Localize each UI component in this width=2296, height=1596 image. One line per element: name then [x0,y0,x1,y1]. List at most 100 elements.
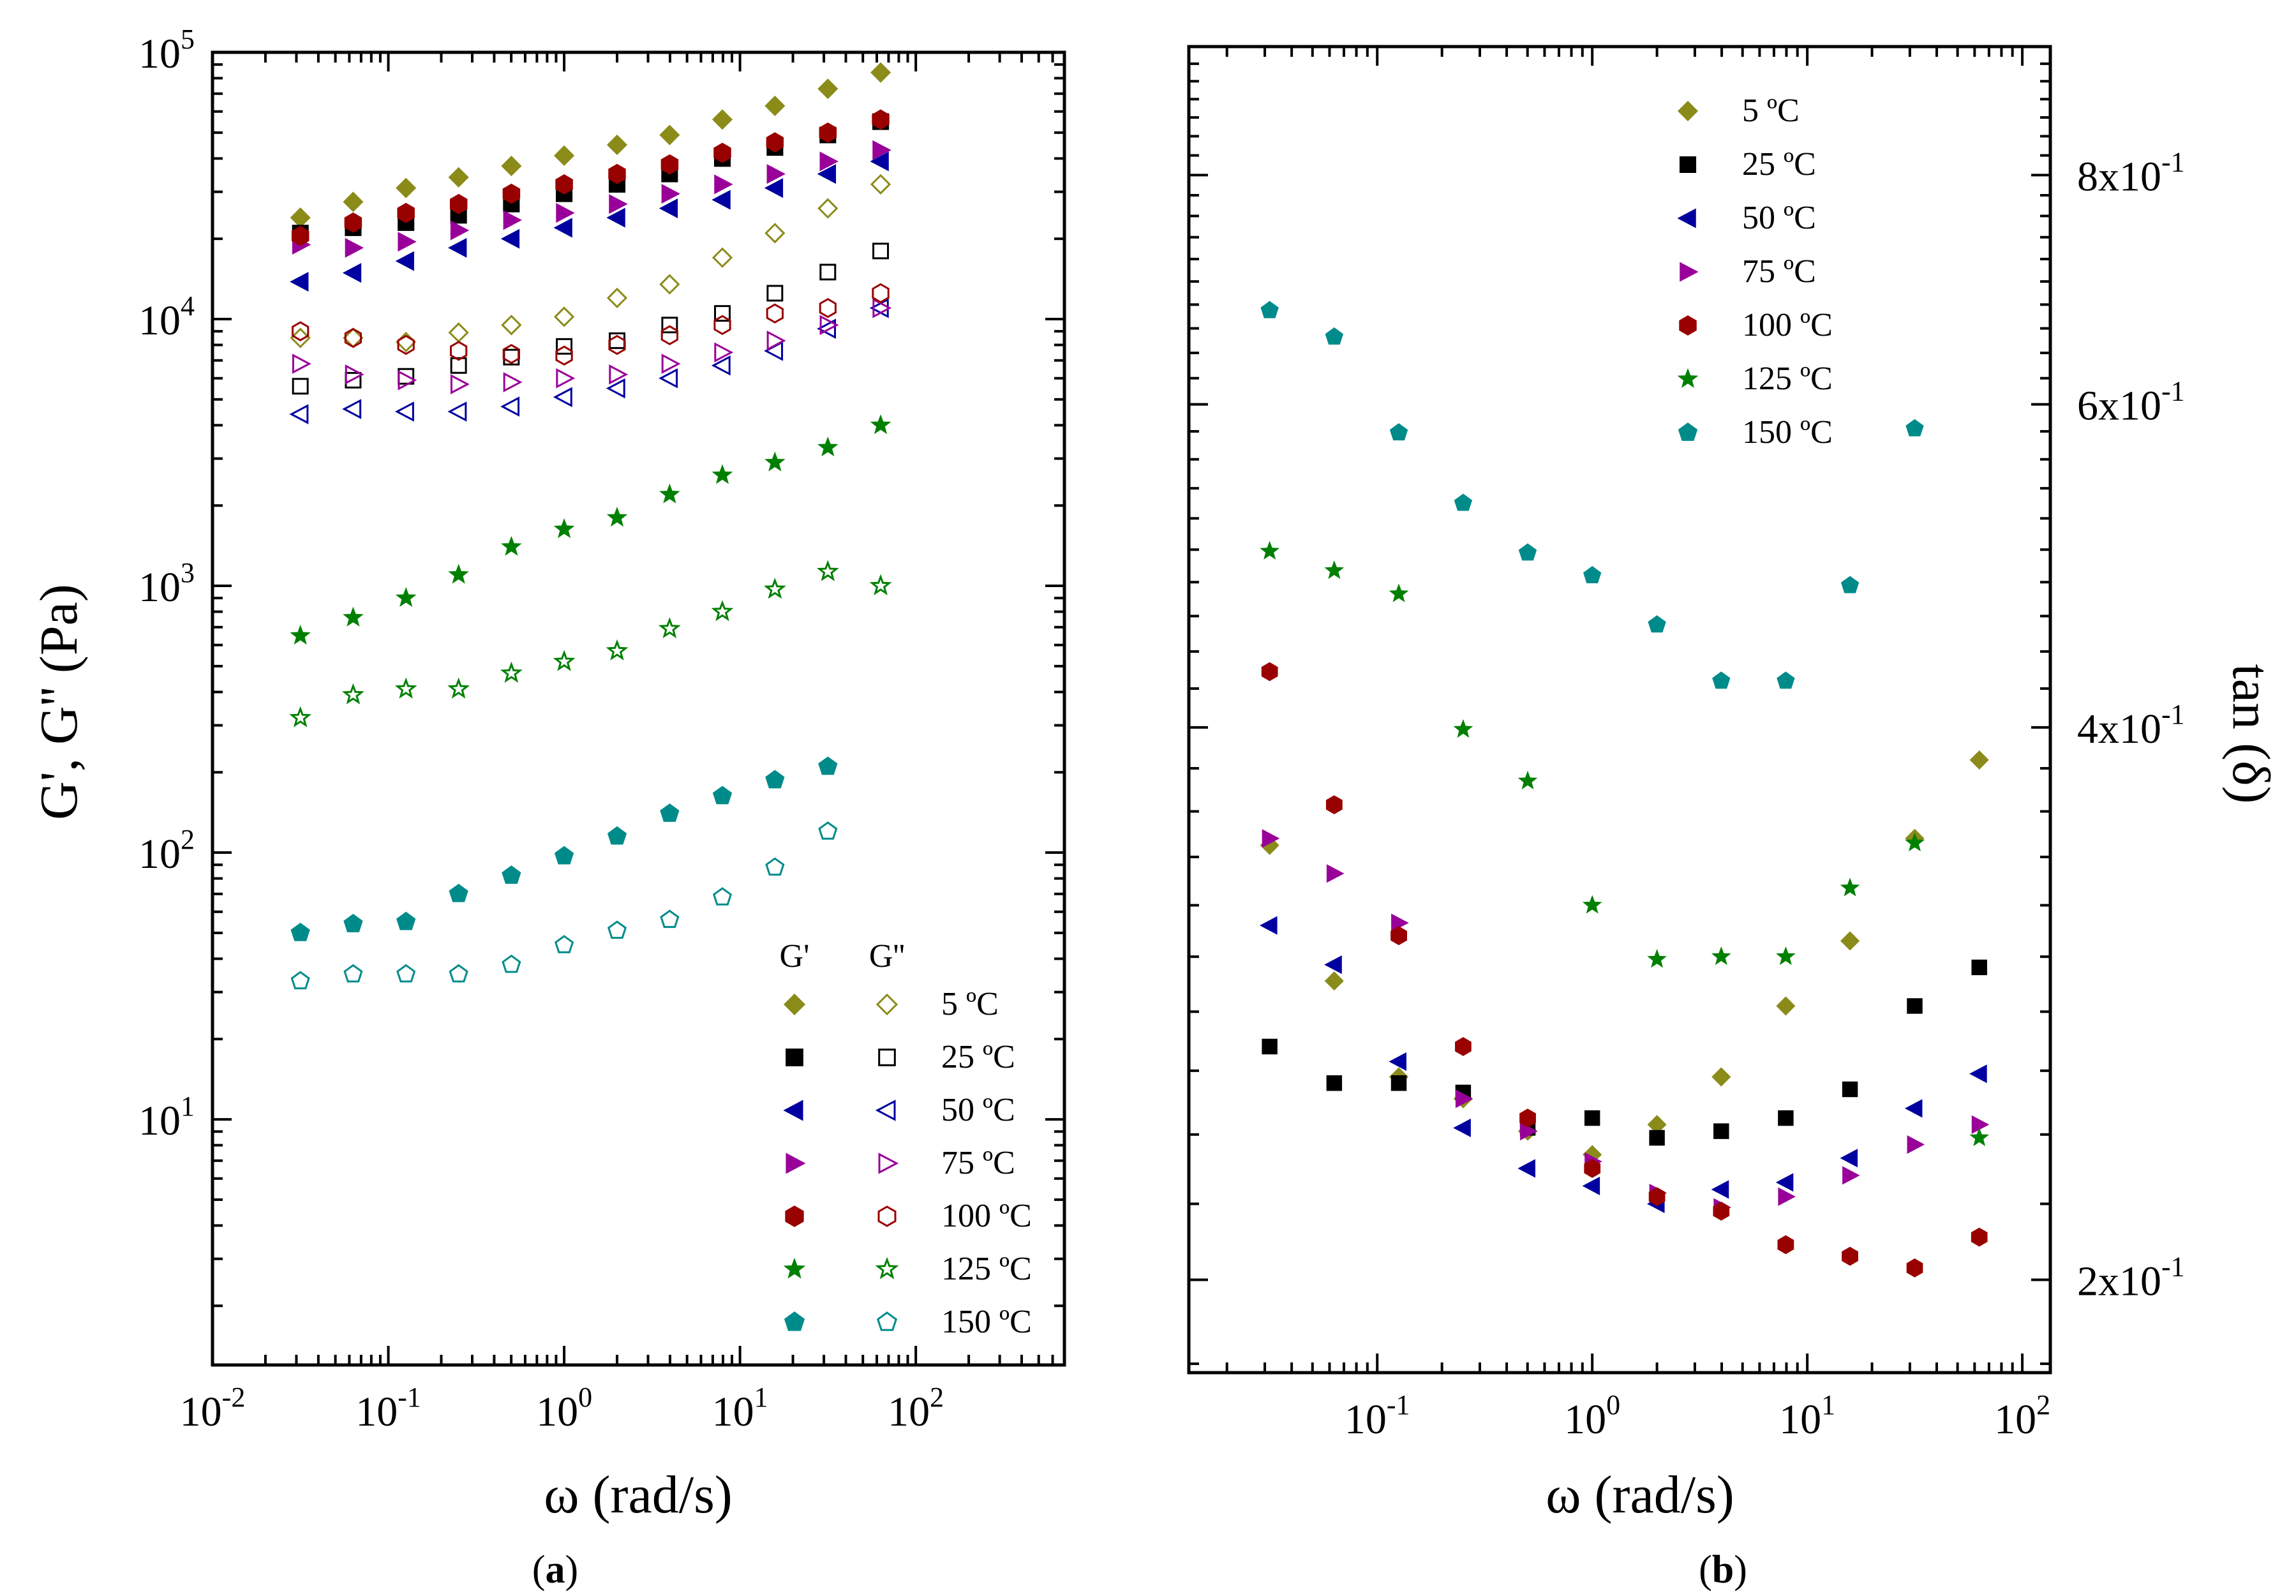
point-b-tand-125-c [1517,770,1538,789]
point-b-tand-125-c [1776,946,1796,966]
point-a-gprime-50-c [764,178,784,198]
panel-a-plot-frame [211,50,1066,1367]
point-a-gdoubleprime-25-c [766,285,784,302]
panel-b-y-tick-label: 6x10-1 [2077,376,2185,429]
point-a-gdoubleprime-5-c [817,198,839,219]
point-b-tand-50-c [1711,1180,1729,1199]
panel-a-legend-label-125-c: 125 ºC [941,1251,1032,1287]
point-b-tand-150-c [1840,576,1860,593]
point-a-gprime-5-c [606,134,628,156]
point-a-gdoubleprime-50-c [606,378,625,399]
panel-a-legend-header-gdoubleprime: G'' [869,938,905,974]
panel-a-x-tick-label: 10-2 [180,1382,246,1435]
point-b-tand-50-c [1969,1064,1987,1084]
point-a-gdoubleprime-75-c [766,331,786,351]
panel-a-ticks: 10-2 10-1 100 101 102 101 102 103 104 105 [138,24,1066,1435]
point-a-gdoubleprime-75-c [450,374,470,394]
point-a-gprime-100-c [397,202,415,223]
panel-b-legend: 5 ºC 25 ºC 50 ºC 75 ºC 100 ºC 125 ºC 150 ºC [1677,93,1833,451]
point-a-gprime-5-c [817,78,839,100]
point-b-tand-25-c [1262,1038,1278,1055]
point-b-tand-100-c [1648,1187,1666,1207]
point-a-gdoubleprime-5-c [606,287,628,309]
point-a-gprime-50-c [290,272,309,292]
point-a-gprime-125-c [553,518,575,539]
panel-b-x-tick-label: 102 [1994,1389,2050,1443]
point-a-gprime-100-c [344,212,362,233]
panel-a-x-tick-label: 10-1 [355,1382,421,1435]
point-a-gprime-50-c [712,190,731,210]
point-a-gprime-150-c [765,770,785,789]
panel-b-legend-label-50-c: 50 ºC [1742,200,1816,236]
point-a-gdoubleprime-150-c [290,971,310,990]
point-b-tand-100-c [1971,1227,1988,1247]
legend-a-marker-open-5-c [876,993,898,1016]
point-a-gprime-150-c [449,883,468,902]
point-a-gdoubleprime-50-c [394,401,414,422]
point-b-tand-25-c [1390,1075,1407,1091]
point-b-tand-75-c [1262,829,1280,848]
point-a-gprime-75-c [503,210,522,230]
point-a-gprime-125-c [501,535,522,556]
point-a-gprime-50-c [817,164,837,184]
point-b-tand-150-c [1648,615,1666,633]
point-b-tand-25-c [1971,959,1987,976]
point-a-gdoubleprime-5-c [712,247,733,268]
legend-a-marker-filled-5-c [783,993,806,1016]
point-a-gdoubleprime-150-c [555,935,574,953]
point-a-gprime-75-c [872,140,891,160]
point-b-tand-25-c [1713,1123,1729,1139]
panel-b-legend-label-150-c: 150 ºC [1742,414,1833,451]
point-b-tand-125-c [1905,832,1925,852]
legend-a-marker-filled-50-c [783,1100,803,1121]
panel-b-caption-letter: b [1712,1548,1734,1592]
point-a-gprime-125-c [343,606,364,627]
point-b-tand-125-c [1453,719,1473,738]
point-a-gprime-150-c [660,803,680,822]
point-a-gprime-5-c [290,207,311,228]
point-b-tand-25-c [1842,1081,1858,1098]
point-a-gdoubleprime-125-c [869,574,892,595]
point-a-gdoubleprime-150-c [660,909,680,929]
point-b-tand-125-c [1840,877,1860,897]
point-b-tand-100-c [1325,795,1343,814]
point-b-tand-125-c [1582,895,1602,914]
point-a-gdoubleprime-75-c [609,364,629,385]
panel-b-plot-frame [1187,45,2052,1375]
point-b-tand-50-c [1840,1149,1858,1168]
point-a-gdoubleprime-125-c [500,661,523,683]
point-a-gprime-75-c [766,164,786,184]
point-a-gdoubleprime-150-c [343,964,363,983]
point-a-gprime-100-c [449,193,468,214]
point-b-tand-100-c [1777,1235,1794,1255]
point-a-gprime-100-c [766,132,784,153]
point-b-tand-150-c [1454,493,1473,511]
panel-a-caption: (a) [532,1548,578,1592]
point-a-gprime-125-c [817,436,839,457]
point-b-tand-100-c [1713,1202,1730,1221]
point-a-gdoubleprime-150-c [396,964,416,983]
panel-b-legend-label-5-c: 5 ºC [1742,93,1800,129]
point-a-gdoubleprime-50-c [289,404,309,424]
panel-b-data-points [1260,301,1990,1278]
point-a-gdoubleprime-75-c [819,315,839,336]
point-a-gprime-5-c [396,177,417,198]
legend-a-marker-open-75-c [878,1152,899,1174]
legend-a-marker-filled-150-c [784,1311,805,1331]
panel-a-x-axis-label: ω (rad/s) [544,1465,733,1525]
point-b-tand-50-c [1904,1099,1923,1118]
panel-a-chart: 10-2 10-1 100 101 102 101 102 103 104 105 G' G'' 5 … [29,24,1066,1592]
point-b-tand-125-c [1969,1127,1990,1147]
point-a-gdoubleprime-5-c [659,274,680,295]
panel-b-x-tick-label: 101 [1779,1389,1835,1443]
point-b-tand-5-c [1840,931,1860,951]
point-a-gdoubleprime-150-c [502,954,521,973]
point-b-tand-50-c [1324,955,1342,974]
legend-b-marker-125-c [1677,368,1699,388]
legend-a-marker-open-100-c [877,1205,897,1227]
point-a-gdoubleprime-100-c [819,297,837,318]
point-a-gdoubleprime-50-c [817,318,836,339]
point-a-gdoubleprime-75-c [292,354,311,374]
panel-a-y-tick-label: 103 [138,557,195,611]
point-a-gprime-125-c [606,507,628,527]
